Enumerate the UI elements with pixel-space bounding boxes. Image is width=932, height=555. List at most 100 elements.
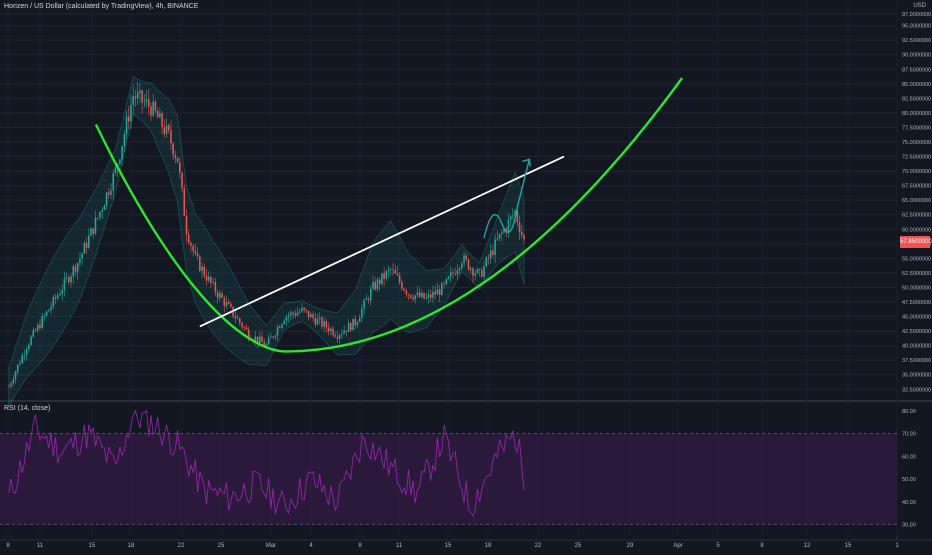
candle-body [88, 235, 90, 248]
candle-body [79, 258, 81, 263]
candle-body [345, 330, 348, 332]
candle [170, 120, 172, 150]
candle [370, 284, 372, 306]
candle [312, 311, 314, 322]
candle [99, 211, 101, 221]
candle-body [150, 106, 152, 116]
candle-body [105, 192, 108, 206]
candle [365, 293, 368, 301]
candle [65, 272, 68, 283]
candle-body [370, 288, 372, 301]
candle-body [356, 321, 359, 326]
candle-body [314, 318, 317, 325]
candle-body [110, 190, 112, 195]
candle [50, 301, 52, 315]
candle [421, 289, 423, 299]
candle [314, 312, 317, 328]
candle [372, 275, 374, 291]
candle [150, 102, 152, 122]
candle [492, 244, 494, 258]
candle-body [81, 253, 83, 259]
candle-body [216, 292, 219, 298]
candle [130, 94, 132, 130]
candle [343, 325, 345, 335]
candle-body [125, 116, 128, 135]
price-tick-label: 77.5000000 [902, 125, 931, 131]
candle-body [112, 173, 115, 191]
candle-body [478, 269, 481, 271]
candle [230, 301, 232, 309]
price-tick-label: 75.0000000 [902, 140, 931, 146]
price-tick-label: 95.0000000 [902, 24, 931, 30]
price-axis[interactable]: 97.0000000 95.0000000 92.5000000 90.0000000… [902, 12, 931, 393]
candle-body [498, 233, 501, 239]
candle [212, 277, 214, 286]
candle [45, 310, 48, 317]
candle-body [59, 294, 61, 296]
candle [454, 267, 456, 276]
candle-body [290, 312, 292, 316]
candle [41, 313, 43, 330]
candle-body [503, 229, 505, 233]
candle-body [476, 269, 479, 274]
candle [423, 292, 425, 300]
candle [134, 90, 137, 107]
candle-body [489, 250, 492, 259]
candle [409, 294, 412, 299]
candle-body [210, 276, 212, 283]
candle [214, 278, 217, 297]
candle [272, 335, 274, 340]
candle [36, 322, 39, 333]
time-tick-label: 4 [309, 543, 313, 549]
candle-body [472, 268, 474, 276]
candle [263, 338, 265, 347]
candle [25, 346, 28, 361]
candle-body [514, 210, 516, 216]
rsi-pane[interactable]: 80.00 70.00 60.00 50.00 40.00 30.00 [0, 409, 916, 529]
candle-body [418, 292, 421, 297]
projection-arrow [483, 159, 530, 239]
candle-body [263, 342, 265, 346]
candle [52, 294, 55, 310]
candle [487, 254, 490, 265]
chart-title: Horizen / US Dollar (calculated by Tradi… [4, 3, 199, 10]
candle-body [409, 295, 412, 298]
candle [48, 309, 50, 312]
candle-body [387, 269, 390, 272]
candle [136, 81, 139, 106]
candle [401, 279, 403, 291]
time-axis[interactable]: 8 11 15 18 22 25 Mar 4 8 11 15 18 22 25 29 Apr 5 8 12 15 1 [6, 543, 899, 549]
candle [418, 287, 421, 298]
candle [128, 106, 130, 130]
candle [354, 315, 357, 330]
candle [463, 251, 465, 268]
candle [467, 258, 470, 272]
candle-body [225, 302, 228, 306]
candle-body [179, 162, 181, 174]
candle [376, 277, 379, 292]
candle [307, 310, 310, 321]
candle [19, 359, 21, 366]
candle-body [385, 271, 388, 279]
price-tick-label: 65.0000000 [902, 198, 931, 204]
candle [301, 303, 303, 313]
candle-body [438, 289, 441, 296]
candle [108, 187, 110, 199]
candle [281, 322, 283, 331]
candle [358, 314, 361, 323]
candle-body [21, 355, 23, 364]
candle-body [143, 101, 146, 103]
candle [407, 293, 410, 300]
candle-body [336, 336, 339, 339]
candle [152, 93, 154, 118]
candle [210, 275, 212, 289]
candle [336, 330, 339, 343]
candle [179, 157, 181, 179]
candle-body [347, 323, 350, 332]
candle-body [128, 116, 130, 122]
candle [392, 262, 394, 276]
candle-body [401, 282, 403, 289]
candle [378, 277, 381, 291]
